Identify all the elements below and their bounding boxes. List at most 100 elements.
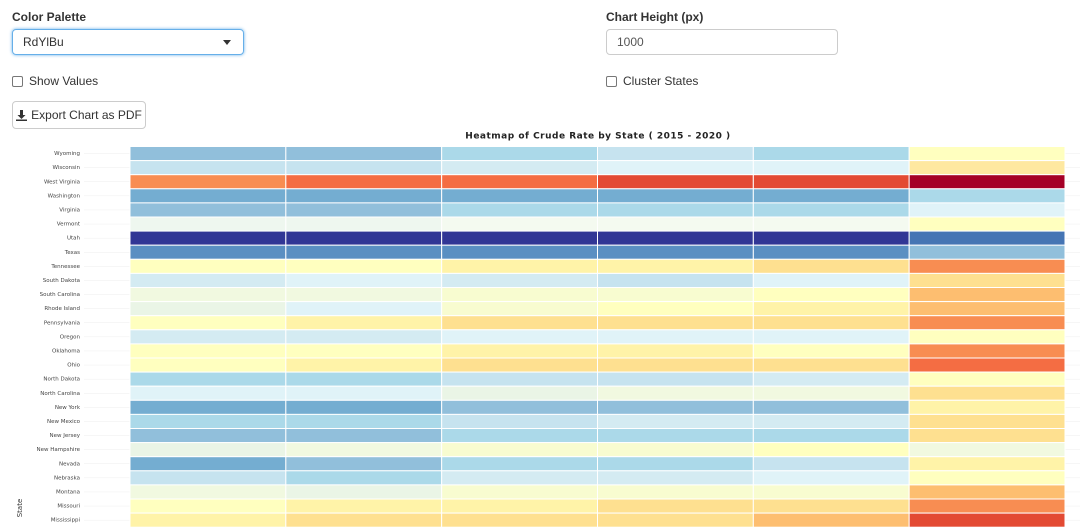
heatmap-cell xyxy=(908,315,1066,331)
heatmap-cell xyxy=(441,174,598,190)
heatmap-cell xyxy=(285,230,443,246)
button-label: Export Chart as PDF xyxy=(31,108,142,122)
cluster-states-checkbox[interactable]: Cluster States xyxy=(606,74,698,88)
heatmap-cell xyxy=(597,160,754,176)
heatmap-cell xyxy=(129,512,287,527)
heatmap-cell xyxy=(441,470,598,486)
heatmap-cell xyxy=(597,343,754,359)
heatmap-cell xyxy=(752,202,910,218)
heatmap-cell xyxy=(129,174,287,190)
heatmap-cell xyxy=(597,174,754,190)
checkbox xyxy=(606,75,617,87)
export-button[interactable]: Export Chart as PDF xyxy=(12,101,146,129)
heatmap-cell xyxy=(285,202,443,218)
heatmap-cell xyxy=(597,329,754,345)
y-axis-title: State xyxy=(16,499,24,518)
heatmap-cell xyxy=(597,301,754,317)
heatmap-cell xyxy=(597,230,754,246)
select-value: RdYlBu xyxy=(23,35,64,49)
heatmap-cell xyxy=(441,287,598,303)
heatmap-cell xyxy=(285,272,443,288)
heatmap-cell xyxy=(441,146,598,162)
heatmap-cell xyxy=(441,484,598,500)
palette-select[interactable]: RdYlBu xyxy=(12,29,244,55)
heatmap-cell xyxy=(285,216,443,232)
heatmap-cell xyxy=(752,428,910,444)
heatmap-cell xyxy=(129,385,287,401)
heatmap-cell xyxy=(441,456,598,472)
heatmap-cell xyxy=(285,301,443,317)
heatmap-cell xyxy=(597,413,754,429)
y-tick-label: Vermont xyxy=(57,222,81,228)
field-label: Color Palette xyxy=(12,10,87,24)
heatmap-cell xyxy=(597,146,754,162)
heatmap-cell xyxy=(285,442,443,458)
y-tick-label: Virginia xyxy=(59,207,80,213)
heatmap-cell xyxy=(285,244,443,260)
heatmap-cell xyxy=(285,160,443,176)
heatmap-cell xyxy=(908,371,1066,387)
heatmap-cell xyxy=(441,357,598,373)
heatmap-cell xyxy=(597,442,754,458)
heatmap-cell xyxy=(752,512,910,527)
y-tick-label: Rhode Island xyxy=(44,306,80,312)
heatmap-cell xyxy=(597,216,754,232)
heatmap-cell xyxy=(908,385,1066,401)
heatmap-cell xyxy=(908,174,1066,190)
heatmap-cell xyxy=(129,146,287,162)
heatmap-cell xyxy=(129,160,287,176)
heatmap-cell xyxy=(752,315,910,331)
heatmap-cell xyxy=(441,399,598,415)
heatmap-cell xyxy=(752,230,910,246)
y-tick-label: New York xyxy=(55,405,81,411)
heatmap-cell xyxy=(597,498,754,514)
heatmap-cell xyxy=(597,272,754,288)
heatmap-cell xyxy=(441,385,598,401)
show-values-checkbox[interactable]: Show Values xyxy=(12,74,98,88)
heatmap-cell xyxy=(285,188,443,204)
heatmap-cell xyxy=(908,470,1066,486)
heatmap-cell xyxy=(752,329,910,345)
checkbox-label: Cluster States xyxy=(623,74,699,88)
heatmap-cell xyxy=(908,498,1066,514)
y-tick-label: Oklahoma xyxy=(52,348,80,354)
heatmap-cell xyxy=(129,315,287,331)
y-tick-label: New Jersey xyxy=(49,433,80,439)
heatmap-cell xyxy=(129,456,287,472)
heatmap-cell xyxy=(441,160,598,176)
heatmap-cell xyxy=(285,385,443,401)
heatmap-cell xyxy=(441,216,598,232)
height-input[interactable]: 1000 xyxy=(606,29,838,55)
heatmap-cell xyxy=(752,399,910,415)
heatmap-cell xyxy=(752,160,910,176)
heatmap-cell xyxy=(752,146,910,162)
y-tick-label: Mississippi xyxy=(51,518,81,524)
heatmap-cell xyxy=(129,428,287,444)
heatmap-cell xyxy=(752,371,910,387)
y-tick-label: New Mexico xyxy=(47,419,81,425)
heatmap-cell xyxy=(908,329,1066,345)
heatmap-cell xyxy=(752,272,910,288)
heatmap-cell xyxy=(285,357,443,373)
y-tick-label: Nebraska xyxy=(54,475,80,481)
y-tick-label: Missouri xyxy=(57,504,80,510)
heatmap-cell xyxy=(597,244,754,260)
heatmap-cell xyxy=(908,230,1066,246)
heatmap-cell xyxy=(597,357,754,373)
checkbox-label: Show Values xyxy=(29,74,99,88)
heatmap-cell xyxy=(129,357,287,373)
heatmap-cell xyxy=(752,188,910,204)
heatmap-cell xyxy=(597,315,754,331)
heatmap-cell xyxy=(908,287,1066,303)
heatmap-cell xyxy=(285,428,443,444)
heatmap: Heatmap of Crude Rate by State ( 2015 - … xyxy=(16,132,1080,527)
heatmap-cell xyxy=(908,160,1066,176)
heatmap-cell xyxy=(441,343,598,359)
heatmap-cell xyxy=(908,216,1066,232)
heatmap-cell xyxy=(908,188,1066,204)
heatmap-cell xyxy=(752,258,910,274)
y-tick-label: Utah xyxy=(67,236,81,242)
heatmap-cell xyxy=(752,216,910,232)
heatmap-cell xyxy=(285,258,443,274)
